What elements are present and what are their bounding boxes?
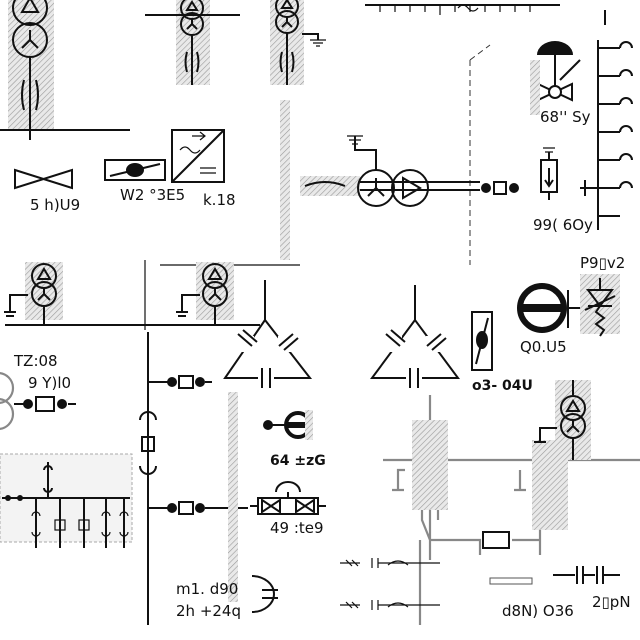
label-l1: 5 h)U9 [30, 196, 80, 214]
label-l7: Q0.U5 [520, 338, 567, 356]
relay-symbol: m1. d90 2h +24q [176, 575, 278, 620]
label-l15: d8N) O36 [502, 602, 574, 620]
label-l3: k.18 [203, 191, 236, 209]
transformer-bottom-right [534, 380, 591, 460]
vertical-fuse: 99( 6Oy [533, 147, 593, 234]
left-edge-transformer: TZ:08 9 Y)l0 [0, 352, 76, 430]
vertical-bus-feeder [139, 332, 248, 625]
label-l11: 64 ±zG [270, 453, 326, 469]
motor-symbol-small: 64 ±zG [263, 410, 326, 469]
label-l8: TZ:08 [13, 352, 58, 370]
valve-symbol: 5 h)U9 [14, 168, 80, 214]
label-l9: 9 Y)l0 [28, 374, 71, 392]
fuse-element: W2 °3E5 [104, 159, 185, 204]
label-l5: 99( 6Oy [533, 216, 593, 234]
ladder-right [580, 10, 633, 230]
label-l12: 49 :te9 [270, 519, 324, 537]
label-l6: P9▯v2 [580, 254, 625, 272]
capacitor-delta-right [370, 285, 460, 388]
transformer-top-left [0, 0, 130, 140]
actuator-valve: 49 :te9 [250, 481, 326, 537]
generator-pump-unit [300, 135, 519, 207]
label-l10: o3- 04U [472, 378, 533, 394]
label-l16: 2▯pN [592, 593, 631, 611]
capacitor-delta-left [223, 280, 313, 388]
mid-bus-transformers [4, 262, 260, 326]
gray-substation [383, 395, 640, 625]
hatch-column [280, 100, 290, 260]
inverter-box: k.18 [171, 129, 236, 209]
label-l14: 2h +24q [176, 602, 241, 620]
motor-symbol: Q0.U5 [517, 283, 580, 356]
motor-valve: 68'' Sy [530, 41, 591, 126]
transformer-top-mid [145, 0, 240, 85]
left-switchgear-panel [0, 453, 133, 548]
label-l13: m1. d90 [176, 580, 238, 598]
transformer-top-third [270, 0, 326, 85]
label-l4: 68'' Sy [540, 108, 591, 126]
cable-lines [340, 558, 440, 610]
fuse-vertical-box: o3- 04U [471, 311, 533, 394]
dashed-boundary [469, 44, 491, 265]
label-l2: W2 °3E5 [120, 186, 185, 204]
diode-resistor: P9▯v2 [580, 254, 625, 337]
busbar-top-right [365, 4, 560, 15]
capacitor-pair: d8N) O36 2▯pN [489, 566, 631, 620]
